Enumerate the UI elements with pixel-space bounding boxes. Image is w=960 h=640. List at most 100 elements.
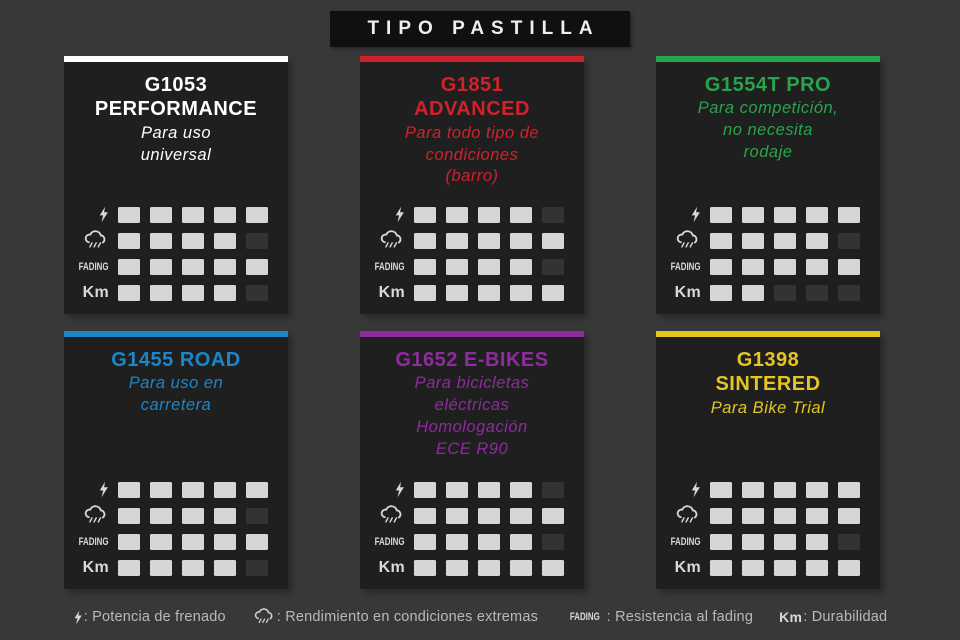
legend-item-condiciones: : Rendimiento en condiciones extremas [252, 608, 538, 626]
rating-cell-filled [214, 559, 236, 576]
rating-row-fading: FADING [370, 258, 574, 275]
fading-label: FADING [79, 535, 109, 548]
rating-cell-filled [414, 559, 436, 576]
rain-cloud-icon [666, 505, 710, 526]
rating-cell-filled [446, 533, 468, 550]
rating-row-condiciones [370, 505, 574, 526]
rating-cell-filled [446, 507, 468, 524]
card-accent-bar [656, 331, 880, 337]
card-description: Para todo tipo de condiciones (barro) [404, 123, 540, 186]
rating-cell-filled [710, 258, 732, 275]
lightning-icon [370, 481, 414, 498]
rating-cells [414, 559, 564, 576]
rating-cell-filled [774, 206, 796, 223]
rating-cell-filled [742, 481, 764, 498]
rating-row-fading: FADING [74, 533, 278, 550]
rating-row-fading: FADING [370, 533, 574, 550]
rating-cell-filled [806, 559, 828, 576]
rating-row-fading: FADING [666, 258, 870, 275]
card-title: G1455 ROAD [111, 349, 241, 371]
rating-cell-empty [774, 284, 796, 301]
rating-cell-filled [710, 206, 732, 223]
rating-cell-empty [542, 258, 564, 275]
rating-cell-filled [214, 507, 236, 524]
rating-row-condiciones [666, 230, 870, 249]
rating-cell-empty [246, 507, 268, 524]
rating-cells [118, 258, 268, 275]
rating-cell-empty [542, 481, 564, 498]
card-title: G1053 PERFORMANCE [94, 74, 258, 121]
rating-cell-empty [542, 533, 564, 550]
rating-cell-filled [542, 232, 564, 249]
rating-cell-filled [246, 206, 268, 223]
rating-row-fading: FADING [74, 258, 278, 275]
rating-cell-filled [118, 481, 140, 498]
ratings-block: FADING Km [370, 206, 574, 301]
rating-cell-empty [246, 559, 268, 576]
rating-cell-filled [214, 258, 236, 275]
rating-cell-filled [478, 533, 500, 550]
ratings-block: FADING Km [666, 206, 870, 301]
rating-cell-filled [414, 507, 436, 524]
rating-cells [414, 232, 564, 249]
rating-cells [118, 481, 268, 498]
legend-text: : Resistencia al fading [606, 609, 754, 625]
rating-cell-filled [414, 206, 436, 223]
rating-cells [414, 206, 564, 223]
rating-cell-filled [774, 559, 796, 576]
card-g1053: G1053 PERFORMANCE Para uso universal FADIN… [64, 56, 288, 314]
rating-cell-filled [510, 258, 532, 275]
rating-cell-filled [182, 507, 204, 524]
rating-cells [118, 507, 268, 524]
card-accent-bar [656, 56, 880, 62]
fading-label: FADING [79, 260, 109, 273]
rating-cell-filled [182, 559, 204, 576]
rating-cell-filled [838, 206, 860, 223]
rating-cell-filled [774, 507, 796, 524]
rating-cell-filled [446, 481, 468, 498]
rating-row-km: Km [74, 559, 278, 576]
rating-row-km: Km [370, 284, 574, 301]
rating-cell-filled [414, 533, 436, 550]
rating-cell-filled [478, 559, 500, 576]
rating-cell-empty [838, 232, 860, 249]
rating-cell-filled [182, 232, 204, 249]
card-title: G1851 ADVANCED [414, 74, 530, 121]
rating-cell-filled [710, 533, 732, 550]
rating-cells [118, 232, 268, 249]
card-description: Para uso universal [140, 123, 212, 164]
rating-cell-empty [806, 284, 828, 301]
lightning-icon [666, 206, 710, 223]
rating-cell-filled [414, 481, 436, 498]
card-g1398: G1398 SINTERED Para Bike Trial FADING Km [656, 331, 880, 589]
rating-row-condiciones [370, 230, 574, 249]
rating-cell-filled [478, 206, 500, 223]
rating-cell-filled [150, 284, 172, 301]
rating-cell-filled [414, 284, 436, 301]
rating-cell-filled [478, 507, 500, 524]
rating-cells [710, 258, 860, 275]
rain-cloud-icon [74, 230, 118, 251]
ratings-block: FADING Km [666, 481, 870, 576]
rating-cell-filled [182, 481, 204, 498]
card-accent-bar [360, 56, 584, 62]
rating-cell-filled [446, 284, 468, 301]
rating-row-potencia [74, 481, 278, 498]
rating-cell-empty [246, 284, 268, 301]
lightning-icon [74, 481, 118, 498]
rating-cell-empty [246, 232, 268, 249]
rating-cell-filled [806, 206, 828, 223]
rating-cell-filled [774, 258, 796, 275]
rating-cell-filled [214, 533, 236, 550]
card-title: G1554T PRO [704, 74, 832, 96]
rating-cell-filled [414, 258, 436, 275]
rating-cell-filled [246, 533, 268, 550]
km-label: Km [82, 558, 109, 576]
rating-cells [710, 559, 860, 576]
rain-cloud-icon [370, 505, 414, 526]
rating-cell-filled [542, 559, 564, 576]
card-accent-bar [360, 331, 584, 337]
km-label: Km [674, 558, 701, 576]
rating-cell-filled [118, 232, 140, 249]
